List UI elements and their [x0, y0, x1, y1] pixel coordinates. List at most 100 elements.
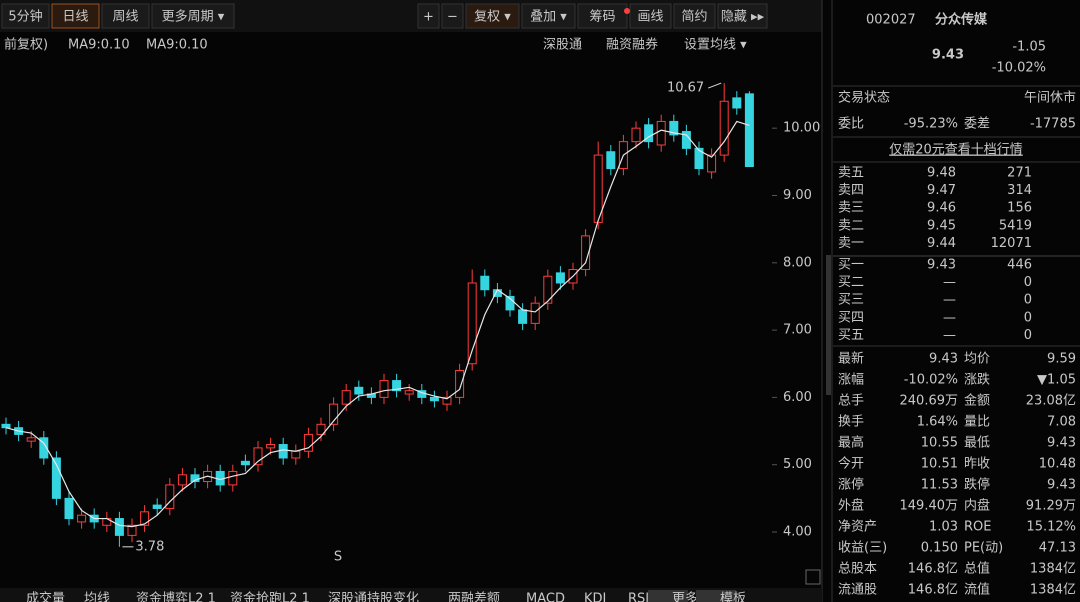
candle-body [442, 396, 452, 405]
candle-body [64, 497, 74, 520]
tool-label[interactable]: 简约 [681, 9, 707, 25]
tool-label[interactable]: − [447, 10, 458, 25]
tool-button[interactable] [717, 3, 768, 29]
tool-button[interactable] [441, 3, 464, 29]
tool-button[interactable] [577, 3, 628, 29]
change-pct: -10.02% [992, 61, 1046, 76]
tab[interactable]: 成交量 [26, 591, 65, 602]
book-volume: 314 [1007, 183, 1032, 198]
stat-label: 最低 [964, 436, 990, 451]
period-label[interactable]: 5分钟 [8, 9, 42, 25]
candle-body [341, 390, 351, 405]
ma-label: MA9:0.10 [68, 38, 130, 53]
stat-label: ROE [964, 520, 991, 535]
stat-value: 146.8亿 [908, 562, 958, 577]
tool-button[interactable] [417, 3, 440, 29]
tool-button[interactable] [629, 3, 672, 29]
tool-label[interactable]: + [423, 10, 434, 25]
period-button[interactable] [51, 3, 100, 29]
book-label: 卖二 [838, 218, 864, 233]
diff: -17785 [1030, 117, 1076, 132]
stat-label: PE(动) [964, 541, 1003, 556]
tool-button[interactable] [673, 3, 716, 29]
tab[interactable]: 深股通持股变化 [328, 591, 419, 602]
book-label: 买二 [838, 275, 864, 290]
tool-label[interactable]: 筹码 [589, 9, 615, 25]
chart-link[interactable]: 深股通 [543, 38, 582, 53]
stat-value: 146.8亿 [908, 583, 958, 598]
tool-label[interactable]: 叠加 ▾ [530, 10, 567, 25]
y-tick-label: 4.00 [783, 525, 812, 540]
book-label: 卖五 [838, 166, 864, 181]
candle-body [190, 474, 200, 483]
book-price: — [943, 328, 956, 343]
candle-body [707, 154, 717, 173]
tool-label[interactable]: 画线 [637, 10, 663, 25]
period-button[interactable] [151, 3, 235, 29]
candle-body [240, 460, 250, 466]
stat-label: 收益(三) [838, 541, 887, 556]
tab[interactable]: 更多 [672, 591, 698, 602]
stat-value: 15.12% [1026, 520, 1076, 535]
candle-body [644, 124, 654, 143]
candle-body [530, 302, 540, 324]
period-button[interactable] [1, 3, 50, 29]
tool-label[interactable]: 隐藏 ▸▸ [721, 10, 765, 25]
tab[interactable]: 资金博弈L2 1 [136, 591, 216, 602]
stat-label: 总手 [838, 394, 864, 409]
tab-bg[interactable] [696, 590, 736, 602]
expand-button[interactable] [805, 569, 821, 585]
tool-label[interactable]: 复权 ▾ [474, 9, 511, 25]
y-tick-label: 10.00 [783, 121, 820, 136]
candle-body [606, 151, 616, 170]
period-button[interactable] [101, 3, 150, 29]
ma-label: MA9:0.10 [146, 38, 208, 53]
signal-marker: S [334, 550, 342, 565]
tab[interactable]: 资金抢跑L2 1 [230, 591, 310, 602]
candle-body [429, 396, 439, 402]
tab-bg[interactable] [648, 590, 688, 602]
tool-button[interactable] [521, 3, 576, 29]
chart-link[interactable]: 融资融券 [606, 37, 658, 53]
candle-body [480, 275, 490, 291]
stat-label: 涨幅 [838, 373, 864, 388]
stat-label: 均价 [964, 352, 990, 367]
stat-value: 91.29万 [1026, 499, 1076, 514]
stat-value: 11.53 [921, 478, 958, 493]
book-volume: 0 [1024, 328, 1032, 343]
candle-body [467, 282, 477, 365]
ma-line [5, 120, 750, 528]
stat-value: 1.64% [917, 415, 958, 430]
stat-label: 最新 [838, 351, 864, 367]
tab[interactable]: 均线 [84, 592, 110, 602]
stat-value: 1.03 [929, 520, 958, 535]
stat-value: 10.51 [921, 457, 958, 472]
candle-body [39, 437, 49, 459]
scrollbar[interactable] [826, 255, 831, 395]
book-label: 买三 [838, 293, 864, 308]
chart-link[interactable]: 设置均线 ▾ [684, 38, 747, 53]
stock-name: 分众传媒 [935, 12, 988, 28]
code: 002027 [866, 13, 916, 28]
candle-body [694, 147, 704, 170]
tab[interactable]: KDJ [584, 592, 606, 602]
stat-value: 9.59 [1047, 352, 1076, 367]
candle-body [656, 120, 666, 146]
tab[interactable]: 模板 [720, 592, 746, 602]
status-label: 交易状态 [838, 90, 890, 106]
tool-button[interactable] [465, 3, 520, 29]
tab[interactable]: RSI [628, 592, 649, 602]
tab[interactable]: 两融差额 [448, 592, 500, 602]
period-label[interactable]: 周线 [112, 10, 138, 25]
stat-value: 149.40万 [900, 499, 959, 514]
period-label[interactable]: 日线 [62, 10, 88, 25]
candle-body [505, 295, 515, 311]
period-label[interactable]: 更多周期 ▾ [162, 9, 225, 25]
stat-value: ▼1.05 [1037, 373, 1076, 388]
tab[interactable]: MACD [526, 592, 565, 602]
candle-body [291, 450, 301, 459]
ratio-label: 委比 [838, 117, 864, 132]
upgrade-link[interactable]: 仅需20元查看十档行情 [889, 142, 1023, 158]
